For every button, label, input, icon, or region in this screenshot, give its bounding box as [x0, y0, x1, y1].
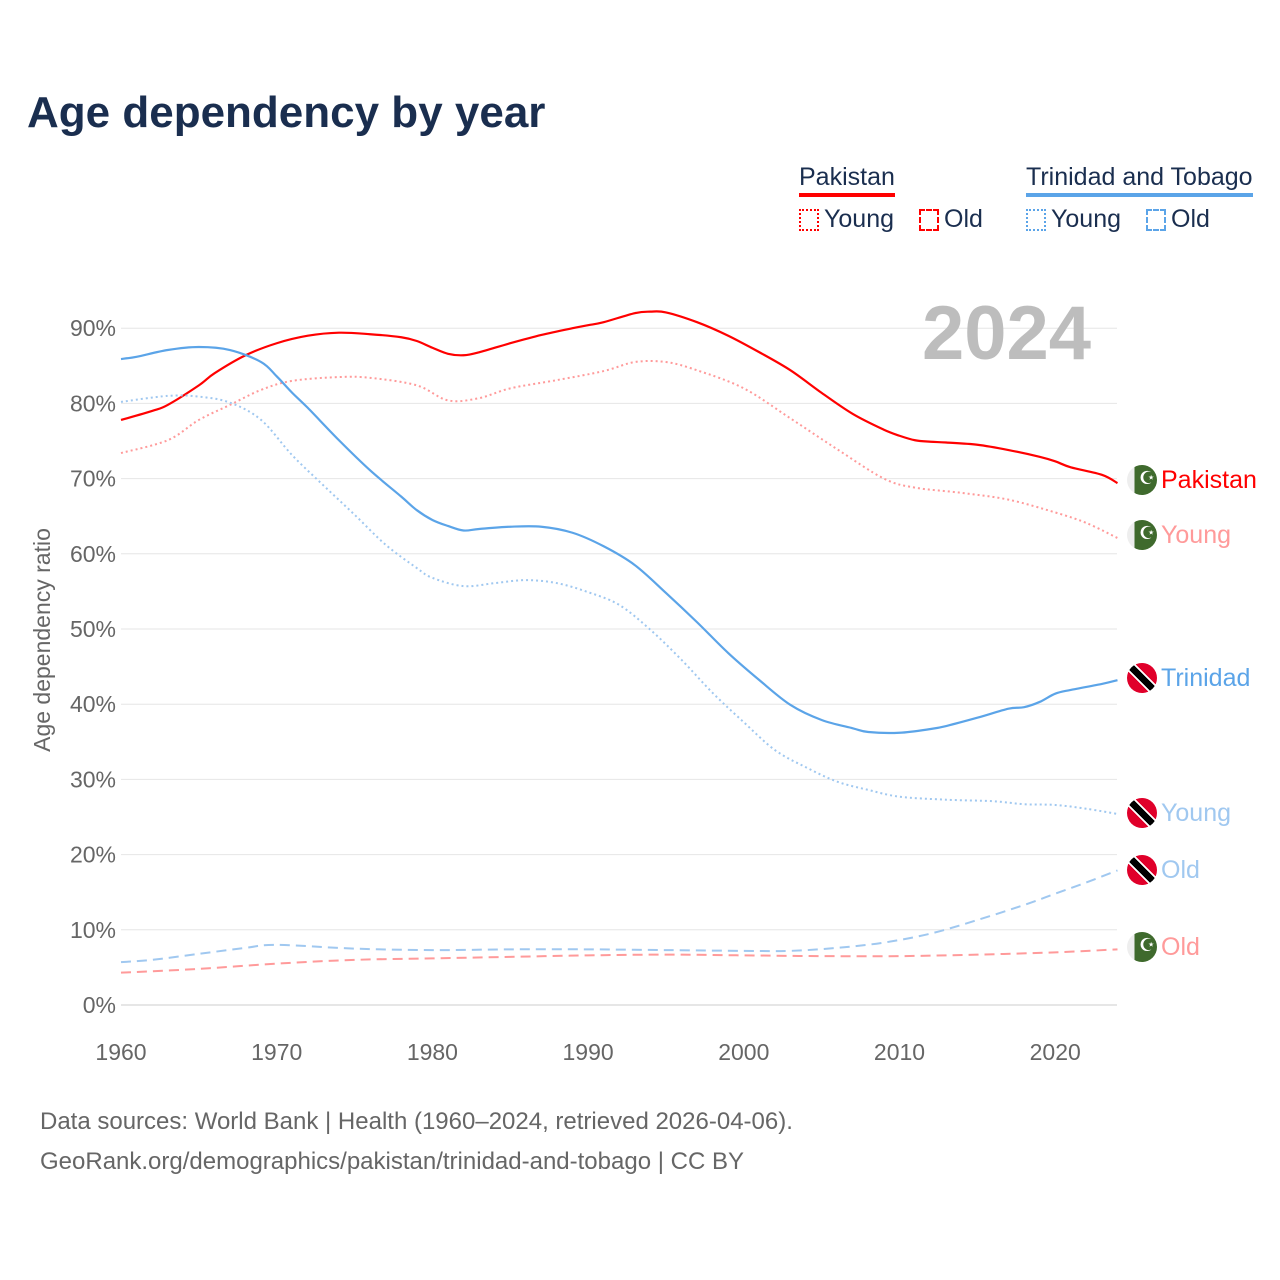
y-tick-label: 10% — [70, 917, 116, 943]
series-line-tt_total[interactable] — [120, 345, 1118, 735]
pakistan-flag-icon: ☪ — [1127, 465, 1157, 495]
legend-pakistan-swatch — [799, 193, 895, 197]
x-tick-label: 1990 — [563, 1039, 614, 1065]
series-line-pak_young[interactable] — [120, 359, 1118, 539]
x-tick-label: 2000 — [718, 1039, 769, 1065]
series-line-tt_young[interactable] — [120, 394, 1118, 815]
end-label-tt_old: Old — [1127, 855, 1200, 885]
end-label-text: Pakistan — [1161, 465, 1257, 494]
legend-pakistan-young[interactable]: Young — [799, 205, 894, 234]
y-tick-label: 60% — [70, 541, 116, 567]
footer-link[interactable]: GeoRank.org/demographics/pakistan/trinid… — [40, 1148, 744, 1175]
x-tick-label: 1980 — [407, 1039, 458, 1065]
end-label-pak_young: ☪ Young — [1127, 520, 1231, 550]
end-label-tt_total: Trinidad — [1127, 663, 1250, 693]
pakistan-flag-icon: ☪ — [1127, 932, 1157, 962]
end-label-tt_young: Young — [1127, 798, 1231, 828]
pakistan-flag-icon: ☪ — [1127, 520, 1157, 550]
series-line-pak_old[interactable] — [120, 948, 1118, 974]
legend-item-label: Young — [824, 205, 894, 233]
series-line-tt_old[interactable] — [120, 869, 1118, 964]
end-label-text: Old — [1161, 932, 1200, 961]
dashed-swatch-icon — [919, 208, 939, 231]
legend-trinidad-label: Trinidad and Tobago — [1026, 163, 1253, 191]
series-line-pak_total[interactable] — [120, 310, 1119, 485]
end-label-text: Young — [1161, 798, 1231, 827]
trinidad-flag-icon — [1127, 663, 1157, 693]
x-tick-label: 1970 — [251, 1039, 302, 1065]
y-axis-label: Age dependency ratio — [29, 528, 55, 752]
legend-trinidad-young[interactable]: Young — [1026, 205, 1121, 234]
end-label-pak_total: ☪ Pakistan — [1127, 465, 1257, 495]
y-tick-label: 80% — [70, 390, 116, 416]
legend-item-label: Young — [1051, 205, 1121, 233]
trinidad-flag-icon — [1127, 855, 1157, 885]
y-tick-label: 20% — [70, 842, 116, 868]
y-tick-label: 70% — [70, 466, 116, 492]
chart-title: Age dependency by year — [27, 88, 546, 137]
y-tick-label: 40% — [70, 691, 116, 717]
y-tick-label: 0% — [83, 992, 116, 1018]
legend-trinidad[interactable]: Trinidad and Tobago — [1026, 163, 1253, 197]
dotted-swatch-icon — [799, 208, 819, 231]
legend-pakistan-label: Pakistan — [799, 163, 895, 191]
end-label-text: Old — [1161, 855, 1200, 884]
dashed-swatch-icon — [1146, 208, 1166, 231]
x-tick-label: 2020 — [1030, 1039, 1081, 1065]
legend-item-label: Old — [1171, 205, 1210, 233]
legend-pakistan[interactable]: Pakistan — [799, 163, 895, 197]
footer-sources: Data sources: World Bank | Health (1960–… — [40, 1108, 793, 1135]
year-display: 2024 — [922, 291, 1092, 376]
y-tick-label: 90% — [70, 315, 116, 341]
legend-trinidad-old[interactable]: Old — [1146, 205, 1210, 234]
end-label-text: Trinidad — [1161, 663, 1251, 692]
legend-pakistan-old[interactable]: Old — [919, 205, 983, 234]
y-tick-label: 50% — [70, 616, 116, 642]
dotted-swatch-icon — [1026, 208, 1046, 231]
y-tick-label: 30% — [70, 766, 116, 792]
x-tick-label: 1960 — [95, 1039, 146, 1065]
end-label-text: Young — [1161, 520, 1231, 549]
legend-trinidad-swatch — [1026, 193, 1253, 197]
trinidad-flag-icon — [1127, 798, 1157, 828]
x-tick-label: 2010 — [874, 1039, 925, 1065]
end-label-pak_old: ☪ Old — [1127, 932, 1200, 962]
legend-item-label: Old — [944, 205, 983, 233]
